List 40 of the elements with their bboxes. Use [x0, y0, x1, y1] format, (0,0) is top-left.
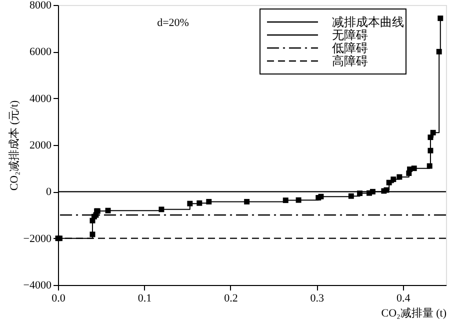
y-tick-label: 4000	[30, 92, 52, 105]
legend-label: 减排成本曲线	[332, 15, 404, 29]
point	[282, 198, 288, 204]
y-axis-title: CO₂减排成本 (元/t)	[7, 100, 20, 191]
x-tick-label: 0.1	[138, 292, 152, 304]
point	[428, 148, 434, 154]
point	[244, 198, 250, 204]
point	[348, 193, 354, 199]
legend-label: 无障碍	[332, 28, 368, 42]
point	[105, 208, 111, 214]
point	[430, 130, 436, 136]
point	[396, 174, 402, 180]
x-tick-label: 0.3	[310, 292, 325, 304]
point	[426, 163, 432, 169]
x-tick-label: 0.2	[224, 292, 238, 304]
point	[411, 166, 417, 172]
point	[296, 197, 302, 203]
point	[438, 16, 444, 22]
point	[196, 200, 202, 206]
point	[206, 198, 212, 204]
annotation: d=20%	[157, 17, 189, 29]
y-tick-label: 2000	[30, 140, 52, 152]
y-tick-label: −2000	[23, 232, 52, 245]
point	[436, 48, 442, 54]
y-tick-label: 0	[46, 186, 52, 198]
legend-label: 低障碍	[332, 41, 368, 55]
y-tick-label: 6000	[30, 46, 52, 58]
point	[390, 176, 396, 182]
point	[187, 200, 193, 206]
point	[90, 232, 96, 238]
x-axis-title: CO₂减排量 (t)	[381, 306, 447, 320]
y-tick-label: −4000	[23, 280, 52, 292]
x-tick-label: 0.0	[52, 292, 66, 304]
legend-label: 高障碍	[332, 54, 368, 68]
x-tick-label: 0.4	[396, 292, 411, 304]
point	[318, 194, 324, 200]
point	[428, 134, 434, 140]
y-tick-label: 8000	[30, 0, 52, 12]
point	[386, 180, 392, 186]
point	[158, 206, 164, 212]
